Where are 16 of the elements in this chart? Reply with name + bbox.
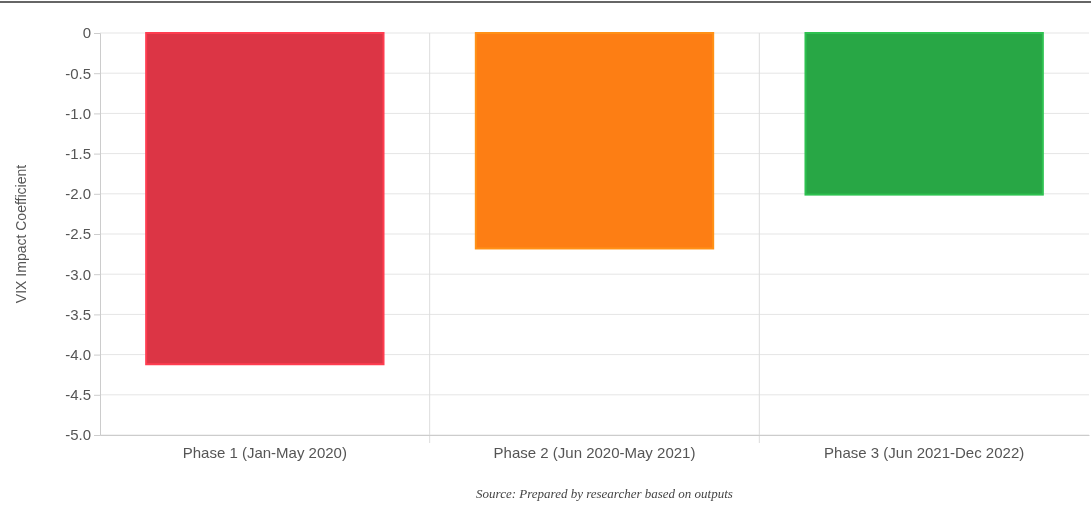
y-tick-label: 0 <box>82 24 91 42</box>
x-tick-label: Phase 3 (Jun 2021-Dec 2022) <box>824 443 1025 461</box>
y-tick-label: -1.0 <box>65 104 91 122</box>
y-tick-label: -3.5 <box>65 305 91 323</box>
y-tick-label: -5.0 <box>65 426 91 444</box>
y-tick-label: -2.0 <box>65 185 91 203</box>
x-tick-label: Phase 1 (Jan-May 2020) <box>182 443 347 461</box>
y-tick-label: -4.5 <box>65 386 91 404</box>
y-axis-title: VIX Impact Coefficient <box>13 164 29 304</box>
x-tick-label: Phase 2 (Jun 2020-May 2021) <box>493 443 696 461</box>
y-tick-label: -1.5 <box>65 144 91 162</box>
y-tick-label: -3.0 <box>65 265 91 283</box>
y-tick-label: -2.5 <box>65 225 91 243</box>
y-tick-label: -4.0 <box>65 345 91 363</box>
source-note: Source: Prepared by researcher based on outputs <box>476 486 733 501</box>
y-tick-label: -0.5 <box>65 64 91 82</box>
